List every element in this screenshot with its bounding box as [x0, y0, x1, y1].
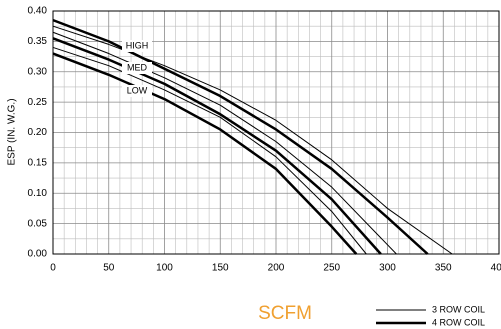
label-bg — [122, 85, 152, 97]
curve-label: LOW — [127, 85, 148, 95]
x-tick-label: 100 — [156, 263, 173, 274]
x-tick-label: 350 — [435, 263, 452, 274]
x-tick-label: 400 — [491, 263, 501, 274]
legend-label: 3 ROW COIL — [432, 304, 485, 314]
curve — [52, 31, 397, 255]
curve-label: HIGH — [126, 40, 149, 50]
x-axis-label: SCFM — [258, 303, 312, 324]
y-tick-label: 0.40 — [28, 6, 48, 17]
curve — [52, 25, 453, 255]
y-axis-label: ESP (IN. W.G.) — [7, 98, 18, 165]
y-tick-label: 0.10 — [28, 188, 48, 199]
plot-frame — [52, 10, 500, 255]
x-tick-label: 150 — [212, 263, 229, 274]
y-tick-label: 0.25 — [28, 97, 48, 108]
y-tick-label: 0.35 — [28, 36, 48, 47]
y-tick-label: 0.00 — [28, 249, 48, 260]
y-tick-label: 0.30 — [28, 66, 48, 77]
x-tick-label: 200 — [268, 263, 285, 274]
y-tick-label: 0.15 — [28, 158, 48, 169]
x-tick-label: 50 — [103, 263, 115, 274]
curve-label: MED — [127, 62, 148, 72]
y-tick-label: 0.05 — [28, 218, 48, 229]
curve — [52, 18, 429, 255]
label-bg — [122, 40, 152, 52]
x-tick-label: 300 — [379, 263, 396, 274]
y-tick-label: 0.20 — [28, 127, 48, 138]
label-bg — [122, 62, 152, 74]
curve — [52, 52, 358, 255]
legend-label: 4 ROW COIL — [432, 317, 485, 327]
x-tick-label: 250 — [323, 263, 340, 274]
x-tick-label: 0 — [50, 263, 56, 274]
curve — [52, 46, 367, 255]
curve — [52, 37, 382, 255]
